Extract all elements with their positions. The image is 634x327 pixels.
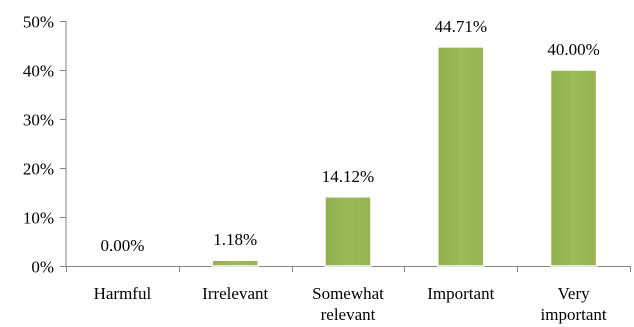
data-label: 1.18% [213, 230, 257, 249]
y-tick-label: 0% [31, 258, 54, 277]
y-tick-label: 30% [23, 111, 54, 130]
y-tick-label: 40% [23, 62, 54, 81]
x-axis: Harmful Irrelevant Somewhat relevant Importa… [66, 266, 631, 324]
bar [324, 196, 372, 267]
x-tick-label: Somewhat [312, 284, 384, 303]
bar [211, 259, 259, 267]
bar [437, 46, 485, 267]
x-tick-label: Very [558, 284, 591, 303]
y-axis: 0% 10% 20% 30% 40% 50% [23, 13, 67, 277]
x-tick-label: Important [427, 284, 494, 303]
x-tick-label: Harmful [94, 284, 152, 303]
bar [549, 69, 598, 267]
x-tick-label: Irrelevant [202, 284, 268, 303]
data-labels: 0.00% 1.18% 14.12% 44.71% 40.00% [100, 17, 599, 255]
data-label: 0.00% [100, 236, 144, 255]
x-tick-label: important [541, 305, 607, 324]
x-tick-label: relevant [321, 305, 376, 324]
data-label: 40.00% [547, 40, 599, 59]
data-label: 44.71% [435, 17, 487, 36]
bars [211, 46, 598, 267]
y-tick-label: 10% [23, 209, 54, 228]
y-tick-label: 20% [23, 160, 54, 179]
y-tick-label: 50% [23, 13, 54, 32]
data-label: 14.12% [322, 167, 374, 186]
